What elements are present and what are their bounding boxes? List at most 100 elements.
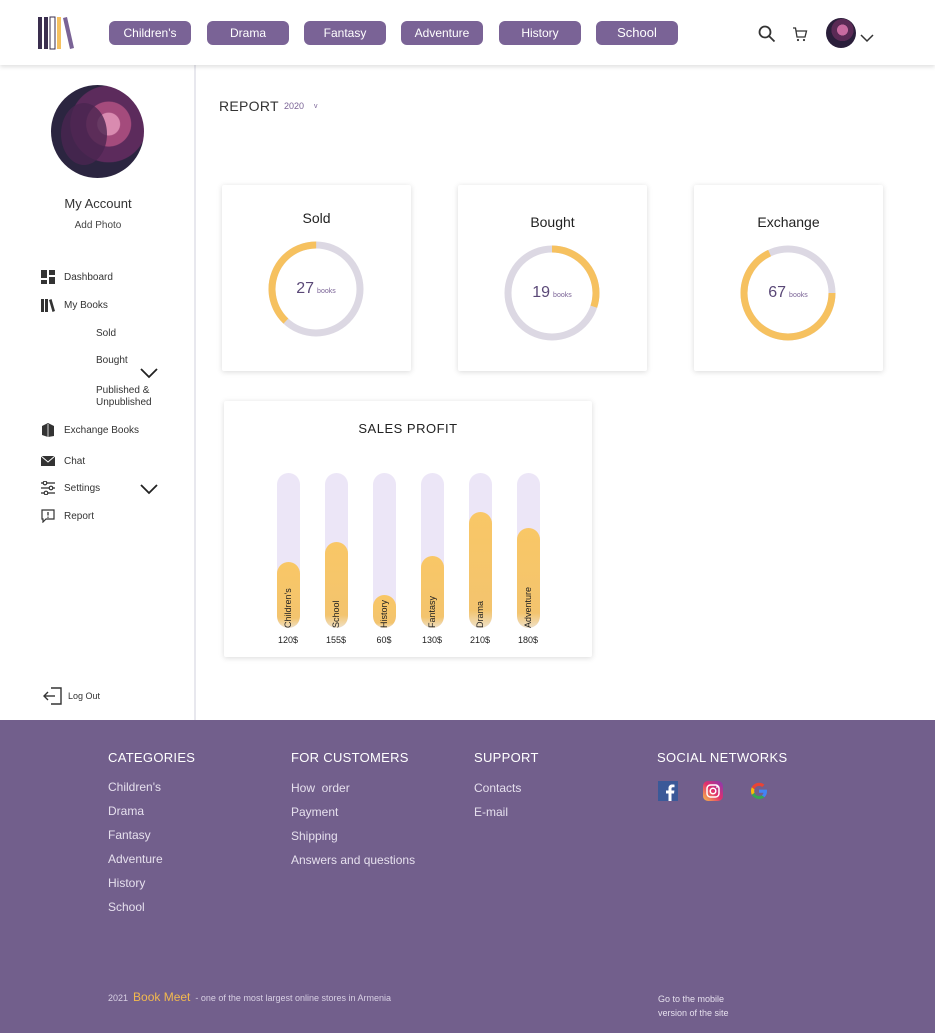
instagram-icon[interactable] — [703, 781, 723, 801]
google-icon[interactable] — [749, 781, 769, 801]
sidebar-item-dashboard[interactable]: Dashboard — [41, 270, 113, 284]
report-icon — [41, 509, 55, 523]
bar[interactable] — [325, 542, 348, 628]
sidebar-item-label: My Books — [64, 299, 108, 311]
bar-label: Children's — [283, 588, 293, 628]
bar-label: History — [379, 599, 389, 628]
count-unit: books — [789, 291, 808, 299]
logout-label: Log Out — [68, 691, 101, 701]
sold-card: Sold 27 books — [222, 185, 411, 371]
bar[interactable] — [277, 562, 300, 628]
count-value: 67 — [768, 284, 787, 301]
bar-label: Drama — [475, 600, 485, 628]
chevron-down-icon[interactable] — [860, 34, 874, 43]
chevron-down-icon[interactable] — [140, 367, 158, 379]
bar[interactable] — [469, 512, 492, 628]
bar-track: Adventure — [517, 473, 540, 628]
add-photo-link[interactable]: Add Photo — [74, 220, 122, 231]
logout-button[interactable]: Log Out — [43, 687, 100, 705]
bar-value: 180$ — [517, 635, 539, 645]
sidebar-item-published[interactable]: Published & Unpublished — [96, 385, 152, 408]
bar-value: 130$ — [421, 635, 443, 645]
footer-year: 2021 — [108, 993, 129, 1003]
bar-label: School — [331, 600, 341, 628]
nav-childrens[interactable]: Children's — [109, 21, 191, 45]
year-select[interactable]: 2020 — [284, 101, 305, 111]
account-name[interactable]: My Account — [64, 196, 132, 211]
count-value: 19 — [532, 284, 551, 301]
search-icon[interactable] — [758, 25, 776, 43]
cart-icon[interactable] — [792, 26, 808, 42]
count-unit: books — [553, 291, 572, 299]
nav-drama[interactable]: Drama — [207, 21, 289, 45]
exchange-count: 67 books — [739, 244, 837, 342]
sold-count: 27 books — [267, 240, 365, 338]
footer-link[interactable]: Fantasy — [108, 828, 151, 842]
count-unit: books — [317, 287, 336, 295]
bar-value: 120$ — [277, 635, 299, 645]
footer-link[interactable]: Drama — [108, 804, 145, 818]
sidebar-item-chat[interactable]: Chat — [41, 454, 85, 468]
footer-customers-title: FOR CUSTOMERS — [291, 750, 409, 765]
dashboard-icon — [41, 270, 55, 284]
footer-link[interactable]: Shipping — [291, 829, 338, 843]
bar-track: School — [325, 473, 348, 628]
nav-history[interactable]: History — [499, 21, 581, 45]
bar-track: History — [373, 473, 396, 628]
avatar[interactable] — [826, 18, 856, 48]
nav-school[interactable]: School — [596, 21, 678, 45]
sidebar-item-exchange-books[interactable]: Exchange Books — [41, 423, 139, 437]
ring-progress — [504, 245, 600, 341]
page-title: REPORT — [219, 98, 279, 114]
footer-link[interactable]: Adventure — [108, 852, 163, 866]
sidebar-item-my-books[interactable]: My Books — [41, 298, 108, 312]
footer-link[interactable]: How order — [291, 781, 350, 795]
chevron-down-icon[interactable]: v — [314, 103, 318, 110]
mobile-version-link[interactable]: Go to the mobile version of the site — [658, 992, 729, 1020]
mobile-line-2: version of the site — [658, 1008, 729, 1018]
sidebar-item-label: Exchange Books — [64, 424, 140, 436]
sidebar-item-settings[interactable]: Settings — [41, 481, 100, 495]
logo[interactable] — [36, 15, 76, 51]
card-title: Bought — [530, 214, 575, 230]
bar[interactable] — [373, 595, 396, 628]
footer-link[interactable]: E-mail — [474, 805, 509, 819]
bar-track: Drama — [469, 473, 492, 628]
card-title: Exchange — [757, 214, 820, 230]
footer-link[interactable]: Contacts — [474, 781, 522, 795]
sidebar-item-label: Settings — [64, 482, 101, 494]
bought-card: Bought 19 books — [458, 185, 647, 371]
exchange-card: Exchange 67 books — [694, 185, 883, 371]
sidebar-item-bought[interactable]: Bought — [96, 355, 128, 366]
mail-icon — [41, 455, 55, 466]
footer-link[interactable]: Payment — [291, 805, 339, 819]
bar-label: Adventure — [523, 586, 533, 628]
bar-value: 210$ — [469, 635, 491, 645]
exchange-ring — [740, 245, 836, 341]
bar-track: Children's — [277, 473, 300, 628]
chevron-down-icon[interactable] — [140, 483, 158, 495]
card-title: Sold — [302, 210, 331, 226]
facebook-icon[interactable] — [658, 781, 678, 801]
bought-count: 19 books — [503, 244, 601, 342]
footer-social-title: SOCIAL NETWORKS — [657, 750, 788, 765]
sidebar-item-sold[interactable]: Sold — [96, 328, 117, 339]
bar-value: 155$ — [325, 635, 347, 645]
bar[interactable] — [517, 528, 540, 628]
mobile-line-1: Go to the mobile — [658, 994, 725, 1004]
nav-fantasy[interactable]: Fantasy — [304, 21, 386, 45]
footer-categories-title: CATEGORIES — [108, 750, 196, 765]
nav-adventure[interactable]: Adventure — [401, 21, 483, 45]
footer-link[interactable]: School — [108, 900, 145, 914]
bar[interactable] — [421, 556, 444, 628]
count-value: 27 — [296, 280, 315, 297]
sidebar-item-report[interactable]: Report — [41, 509, 94, 523]
footer-link[interactable]: History — [108, 876, 146, 890]
bought-ring — [504, 245, 600, 341]
profile-photo[interactable] — [51, 85, 144, 178]
header: Children's Drama Fantasy Adventure Histo… — [0, 0, 935, 65]
bar-label: Fantasy — [427, 595, 437, 628]
footer-link[interactable]: Answers and questions — [291, 853, 416, 867]
brand-name[interactable]: Book Meet — [133, 990, 191, 1004]
footer-link[interactable]: Children's — [108, 780, 161, 794]
